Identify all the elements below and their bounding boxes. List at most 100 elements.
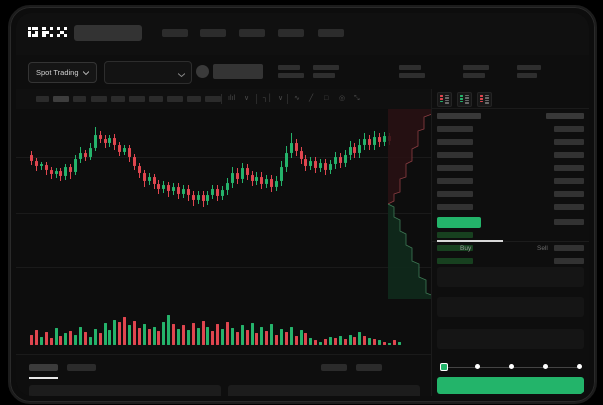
slider-stop[interactable] (576, 364, 582, 369)
interval-4[interactable] (91, 96, 107, 102)
orderbook-bid-row[interactable] (437, 232, 473, 238)
candle-body (54, 171, 58, 174)
recent-trade-row (554, 139, 584, 145)
spot-trading-label: Spot Trading (36, 68, 79, 77)
volume-bar (83, 332, 87, 345)
stat-24h-change (313, 65, 339, 81)
settings-gear-icon[interactable]: ◎ (339, 95, 346, 102)
orderbook-bid-row[interactable] (437, 245, 473, 251)
place-buy-order-button[interactable] (437, 377, 584, 394)
gridline (16, 157, 431, 158)
nav-item-3[interactable] (239, 29, 265, 37)
candle-body (30, 155, 33, 161)
orderbook-ask-row[interactable] (437, 126, 473, 132)
candle-body (123, 148, 127, 152)
volume-bar (34, 330, 38, 345)
fullscreen-icon[interactable]: ⤡ (354, 95, 360, 102)
candle-body (289, 143, 293, 153)
candle-body (191, 195, 195, 200)
interval-6[interactable] (129, 96, 145, 102)
nav-item-4[interactable] (278, 29, 304, 37)
camera-icon[interactable]: □ (324, 95, 329, 102)
candle-body (363, 139, 367, 145)
trading-pair-select[interactable] (104, 61, 192, 84)
candle-body (240, 168, 244, 179)
orderbook-ask-row[interactable] (437, 139, 473, 145)
interval-7[interactable] (149, 96, 163, 102)
indicators-icon[interactable]: ılıl (228, 95, 235, 102)
tablet-device-frame: Spot Trading ılıl ∨ ┐│ ∨ ∿ ╱ □ ◎ ⤡ (8, 5, 597, 404)
tab-buy[interactable]: Buy (460, 245, 472, 252)
orderbook-ask-row[interactable] (437, 152, 473, 158)
candle-body (206, 195, 210, 201)
volume-bar (59, 335, 63, 345)
interval-1[interactable] (36, 96, 49, 102)
interval-5[interactable] (111, 96, 125, 102)
drawing-pencil-icon[interactable]: ╱ (309, 95, 314, 102)
orderbook-ask-row[interactable] (437, 191, 473, 197)
indicators-chevron-icon[interactable]: ∨ (244, 95, 250, 102)
candle-body (108, 138, 112, 143)
interval-8[interactable] (167, 96, 183, 102)
recent-trade-row (554, 152, 584, 158)
bottom-panel-left (29, 385, 221, 396)
bottom-action-1[interactable] (321, 364, 347, 371)
pair-name-label (213, 64, 263, 79)
orderbook-view-sells[interactable] (477, 92, 492, 107)
interval-9[interactable] (187, 96, 201, 102)
nav-item-5[interactable] (318, 29, 344, 37)
candlestick-chart[interactable] (16, 109, 431, 354)
recent-trade-row (554, 191, 584, 197)
orderbook-bid-row[interactable] (437, 258, 473, 264)
nav-item-2[interactable] (200, 29, 226, 37)
bottom-action-2[interactable] (356, 364, 382, 371)
candle-body (358, 145, 362, 153)
gridline (16, 213, 431, 214)
amount-input[interactable] (437, 297, 584, 317)
stat-24h-volume (517, 65, 541, 81)
volume-bar (373, 339, 376, 345)
slider-stop[interactable] (474, 364, 480, 369)
candle-body (59, 171, 63, 176)
bottom-tab-open-orders[interactable] (29, 364, 58, 371)
chart-type-icon[interactable]: ┐│ (263, 95, 273, 102)
recent-trade-row (554, 165, 584, 171)
candle-body (211, 189, 215, 195)
okx-logo-icon[interactable] (28, 27, 68, 40)
slider-stop[interactable] (508, 364, 514, 369)
volume-bar (275, 334, 278, 345)
slider-stop[interactable] (542, 364, 548, 369)
line-tool-icon[interactable]: ∿ (294, 95, 300, 102)
tab-sell[interactable]: Sell (537, 245, 548, 252)
amount-slider[interactable] (440, 363, 582, 371)
total-input[interactable] (437, 329, 584, 349)
volume-bar (279, 328, 283, 345)
interval-2[interactable] (53, 96, 69, 102)
orderbook-ask-row[interactable] (437, 165, 473, 171)
interval-10[interactable] (205, 96, 221, 102)
bottom-tab-order-history[interactable] (67, 364, 96, 371)
price-input[interactable] (437, 267, 584, 287)
stat-24h-high (399, 65, 425, 81)
spot-trading-selector[interactable]: Spot Trading (28, 62, 97, 83)
candle-body (113, 138, 117, 145)
slider-handle[interactable] (440, 363, 448, 371)
orderbook-ask-row[interactable] (437, 178, 473, 184)
chevron-down-icon (177, 64, 186, 82)
chart-type-chevron-icon[interactable]: ∨ (278, 95, 284, 102)
candle-body (221, 190, 225, 196)
candle-body (245, 168, 249, 175)
orderbook-view-both[interactable] (437, 92, 452, 107)
candle-body (348, 147, 352, 155)
nav-item-1[interactable] (162, 29, 188, 37)
volume-bar (39, 336, 43, 345)
interval-3[interactable] (73, 96, 86, 102)
search-input[interactable] (74, 25, 142, 41)
volume-bar (206, 326, 210, 345)
candle-body (324, 163, 327, 170)
stat-last-price (278, 65, 304, 81)
volume-bar (358, 332, 362, 345)
volume-bar (64, 333, 68, 345)
orderbook-view-buys[interactable] (457, 92, 472, 107)
orderbook-ask-row[interactable] (437, 204, 473, 210)
